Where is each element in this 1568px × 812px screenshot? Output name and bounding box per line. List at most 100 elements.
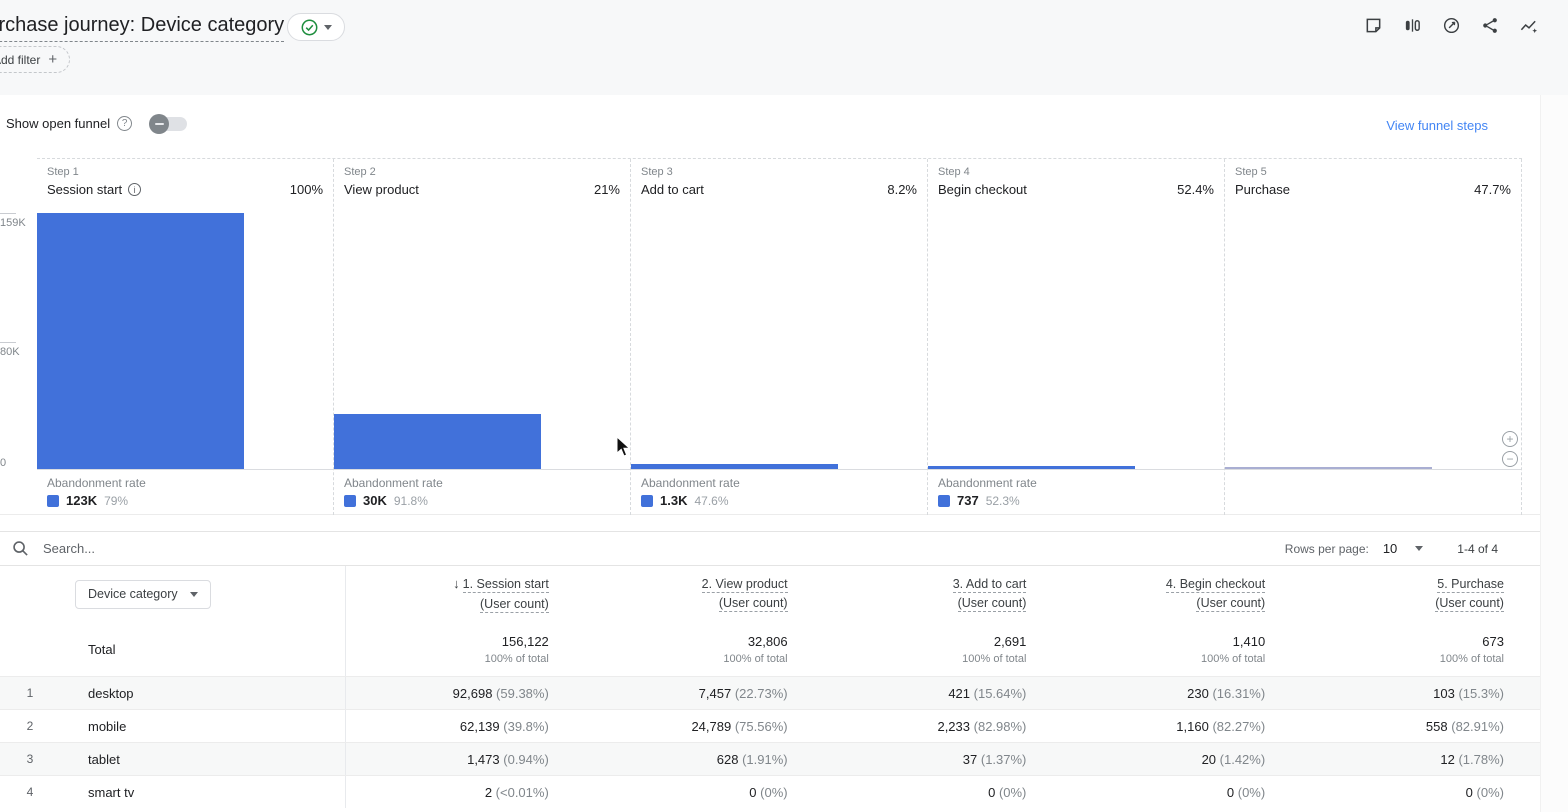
table-row-desktop[interactable]: 1 desktop 92,698 (59.38%) 7,457 (22.73%)… xyxy=(0,676,1540,709)
funnel-bar-1[interactable] xyxy=(37,213,245,470)
chevron-down-icon xyxy=(323,24,332,30)
rows-per-page-value[interactable]: 10 xyxy=(1382,541,1398,556)
gauge-icon[interactable] xyxy=(1440,14,1462,36)
legend-swatch xyxy=(47,494,59,507)
table-row-tablet[interactable]: 3 tablet 1,473 (0.94%) 628 (1.91%) 37 (1… xyxy=(0,742,1540,775)
funnel-step-4[interactable]: Step 4 Begin checkout 52.4% Abandonment … xyxy=(928,159,1225,515)
step-name: Purchase xyxy=(1235,182,1290,197)
abandonment-pct: 79% xyxy=(104,493,129,508)
funnel-bar-3[interactable] xyxy=(631,464,839,470)
insights-icon[interactable] xyxy=(1518,14,1540,36)
green-check-circle-icon xyxy=(301,19,317,35)
funnel-bar-5[interactable] xyxy=(1225,467,1433,470)
step-rate: 52.4% xyxy=(1177,182,1214,197)
dimension-selector-label: Device category xyxy=(88,587,178,601)
funnel-step-5[interactable]: Step 5 Purchase 47.7% xyxy=(1225,159,1522,515)
funnel-table: Device category ↓ 1. Session start (User … xyxy=(0,566,1540,808)
legend-swatch xyxy=(938,494,950,507)
funnel-step-3[interactable]: Step 3 Add to cart 8.2% Abandonment rate… xyxy=(631,159,928,515)
notes-icon[interactable] xyxy=(1362,14,1384,36)
total-label: Total xyxy=(88,641,116,657)
step-rate: 100% xyxy=(289,182,323,197)
search-icon xyxy=(12,540,29,557)
funnel-step-2[interactable]: Step 2 View product 21% Abandonment rate… xyxy=(334,159,631,515)
dimension-value: desktop xyxy=(88,685,134,701)
step-name: Begin checkout xyxy=(938,182,1027,197)
top-bar: Purchase journey: Device category Add fi… xyxy=(0,0,1568,95)
table-row-smart-tv[interactable]: 4 smart tv 2 (<0.01%) 0 (0%) 0 (0%) 0 (0… xyxy=(0,775,1540,808)
add-filter-label: Add filter xyxy=(0,52,41,67)
rows-per-page-caret-icon[interactable] xyxy=(1415,546,1424,551)
funnel-bar-4[interactable] xyxy=(928,466,1136,470)
dimension-value: smart tv xyxy=(88,784,135,800)
show-open-funnel-label: Show open funnel xyxy=(6,116,111,131)
dimension-selector-button[interactable]: Device category xyxy=(75,579,211,609)
info-icon[interactable]: i xyxy=(128,183,142,196)
funnel-step-1[interactable]: Step 1 Session start i 100% Abandonment … xyxy=(37,159,334,515)
exploration-title[interactable]: Purchase journey: Device category xyxy=(0,14,285,42)
total-value: 673 xyxy=(1482,633,1504,649)
comparisons-icon[interactable] xyxy=(1401,14,1423,36)
step-rate: 47.7% xyxy=(1474,182,1511,197)
funnel-chart-panel: 159K 80K 0 Step 1 Session start i 100% A… xyxy=(0,158,1540,515)
abandonment-value: 1.3K xyxy=(660,493,688,509)
funnel-y-axis: 159K 80K 0 xyxy=(0,158,36,515)
column-header-purchase[interactable]: 5. Purchase (User count) xyxy=(1435,576,1504,612)
step-rate: 8.2% xyxy=(887,182,917,197)
column-header-begin-checkout[interactable]: 4. Begin checkout (User count) xyxy=(1165,576,1266,612)
show-open-funnel-toggle[interactable] xyxy=(149,113,188,134)
column-header-add-to-cart[interactable]: 3. Add to cart (User count) xyxy=(952,576,1027,612)
abandonment-label: Abandonment rate xyxy=(344,476,443,491)
total-value: 32,806 xyxy=(747,633,788,649)
total-value: 2,691 xyxy=(993,633,1027,649)
abandonment-pct: 91.8% xyxy=(393,493,428,508)
y-tick-0: 0 xyxy=(0,457,7,469)
funnel-bar-2[interactable] xyxy=(334,414,542,470)
add-filter-button[interactable]: Add filter + xyxy=(0,46,71,73)
abandonment-value: 737 xyxy=(957,493,979,509)
column-header-view-product[interactable]: 2. View product (User count) xyxy=(701,576,788,612)
table-row-mobile[interactable]: 2 mobile 62,139 (39.8%) 24,789 (75.56%) … xyxy=(0,709,1540,742)
help-icon[interactable]: ? xyxy=(117,116,133,131)
plus-icon: + xyxy=(48,51,58,68)
step-name: Add to cart xyxy=(641,182,704,197)
search-input[interactable] xyxy=(43,541,363,556)
column-header-session-start[interactable]: ↓ 1. Session start (User count) xyxy=(453,576,549,613)
legend-swatch xyxy=(344,494,356,507)
step-label: Step 3 xyxy=(641,166,673,178)
dimension-value: mobile xyxy=(88,718,127,734)
toggle-knob xyxy=(149,113,170,134)
pagination-range: 1-4 of 4 xyxy=(1457,541,1498,556)
abandonment-value: 30K xyxy=(363,493,387,509)
step-label: Step 4 xyxy=(938,166,970,178)
table-total-row: Total 156,122 100% of total 32,806 100% of… xyxy=(0,622,1540,676)
abandonment-pct: 52.3% xyxy=(985,493,1020,508)
share-icon[interactable] xyxy=(1479,14,1501,36)
table-header-row: Device category ↓ 1. Session start (User … xyxy=(0,566,1540,622)
rows-per-page-label: Rows per page: xyxy=(1284,541,1369,556)
y-tick-159k: 159K xyxy=(0,217,26,229)
abandonment-value: 123K xyxy=(66,493,98,509)
y-tick-80k: 80K xyxy=(0,346,20,358)
zoom-out-button[interactable]: − xyxy=(1502,451,1518,467)
zoom-in-button[interactable]: + xyxy=(1502,431,1518,447)
total-value: 1,410 xyxy=(1232,633,1266,649)
sort-descending-icon[interactable]: ↓ xyxy=(453,576,460,592)
abandonment-label: Abandonment rate xyxy=(47,476,146,491)
right-gutter xyxy=(1540,95,1568,812)
legend-swatch xyxy=(641,494,653,507)
funnel-toolbar: Show open funnel ? View funnel steps xyxy=(0,110,1540,144)
view-funnel-steps-link[interactable]: View funnel steps xyxy=(1386,118,1488,133)
step-label: Step 5 xyxy=(1235,166,1267,178)
abandonment-pct: 47.6% xyxy=(694,493,729,508)
step-label: Step 2 xyxy=(344,166,376,178)
funnel-steps: Step 1 Session start i 100% Abandonment … xyxy=(37,158,1522,515)
total-value: 156,122 xyxy=(501,633,549,649)
dimension-value: tablet xyxy=(88,751,120,767)
table-search-row: Rows per page: 10 1-4 of 4 xyxy=(0,531,1540,566)
toolbar-actions xyxy=(1362,14,1540,36)
abandonment-label: Abandonment rate xyxy=(641,476,740,491)
title-status-pill[interactable] xyxy=(287,13,345,41)
chevron-down-icon xyxy=(189,591,198,597)
